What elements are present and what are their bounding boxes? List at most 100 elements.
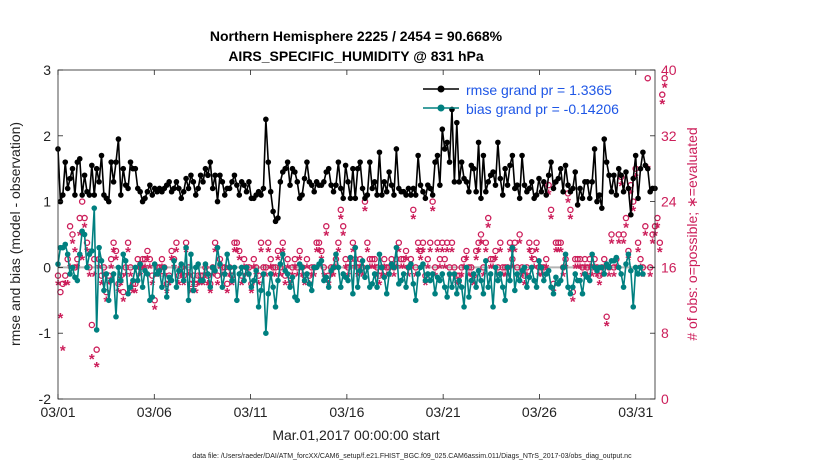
rmse-point [466,188,472,195]
obs-evaluated-point: * [473,252,479,269]
obs-evaluated-point: * [369,260,375,277]
bias-point [635,271,641,277]
rmse-point [565,182,571,188]
obs-evaluated-point: * [285,260,291,277]
bias-point [446,271,453,277]
obs-evaluated-point: * [176,277,182,294]
bias-point [475,267,482,274]
rmse-point [137,188,143,195]
rmse-point [294,179,301,185]
rmse-point [364,192,371,198]
rmse-point [550,185,557,192]
obs-evaluated-point: * [227,269,233,286]
bias-point [159,284,165,290]
bias-point [267,271,274,277]
obs-evaluated-point: * [662,79,668,96]
obs-evaluated-point: * [594,269,600,286]
x-tick-label: 03/26 [522,404,557,420]
rmse-point [458,159,465,165]
rmse-point [98,152,105,159]
legend-rmse-label: rmse grand pr = 1.3365 [466,82,612,98]
bias-point [217,261,223,267]
rmse-point [354,165,361,172]
bias-point [275,277,281,284]
bias-point [480,290,487,297]
bias-point [548,284,554,290]
obs-evaluated-point: * [372,260,378,277]
rmse-point [637,165,644,172]
bias-point [485,284,492,290]
obs-evaluated-point: * [415,244,421,261]
obs-evaluated-point: * [106,277,112,294]
obs-evaluated-point: * [335,244,341,261]
rmse-point [190,179,197,185]
bias-point [524,284,530,290]
rmse-point [267,188,274,195]
bias-point [463,264,470,271]
obs-evaluated-point: * [57,310,63,327]
obs-evaluated-point: * [145,252,151,269]
bias-point [441,284,448,290]
rmse-point [321,179,327,185]
rmse-point [391,192,397,198]
obs-evaluated-point: * [570,293,576,310]
obs-evaluated-point: * [606,269,612,286]
obs-evaluated-point: * [507,244,513,261]
obs-evaluated-point: * [210,269,216,286]
rmse-point [284,159,291,165]
rmse-point [504,182,511,188]
bias-point [589,251,595,258]
obs-evaluated-point: * [236,252,242,269]
obs-possible-point [429,198,436,205]
bias-point [541,277,547,284]
obs-evaluated-point: * [219,269,225,286]
axis-layer: -2 -1 0 1 2 3 0 8 16 24 32 40 03/01 03/06 03/11 03/16 03… [39,62,677,420]
obs-evaluated-point: * [338,211,344,228]
obs-possible-point [107,255,115,263]
obs-possible-point [320,264,328,271]
bias-point [630,304,637,310]
rmse-point [608,188,615,195]
bias-point [163,294,170,300]
obs-evaluated-point: * [519,269,525,286]
bias-point [550,290,557,297]
bias-point [473,284,479,290]
obs-possible-point [417,247,424,255]
bias-point [499,284,506,290]
obs-evaluated-point: * [560,269,566,286]
obs-evaluated-point: * [480,269,486,286]
rmse-point [277,179,284,185]
obs-evaluated-point: * [483,244,489,261]
obs-possible-point [656,239,664,246]
obs-possible-point [240,255,248,263]
bias-point [144,271,151,277]
bias-point [502,297,508,304]
bias-point [495,277,501,284]
bias-point [188,251,194,258]
rmse-point [304,159,310,165]
obs-evaluated-point: * [350,244,356,261]
rmse-point [386,169,392,175]
obs-possible-point [574,255,581,263]
obs-evaluated-point: * [118,277,124,294]
obs-possible-point [424,255,432,263]
bias-point [526,274,533,281]
bias-point [74,277,81,284]
obs-evaluated-point: * [72,244,78,261]
bias-point [101,287,107,294]
obs-evaluated-point: * [572,260,578,277]
bias-point [514,271,521,277]
obs-evaluated-point: * [630,203,636,220]
obs-evaluated-point: * [352,260,358,277]
bias-point [521,264,528,271]
obs-evaluated-point: * [650,236,656,253]
obs-possible-point [608,231,615,238]
bias-point [258,287,264,294]
bias-point [229,277,235,284]
rmse-point [618,172,624,179]
obs-possible-point [296,247,303,255]
obs-evaluated-point: * [193,285,199,302]
obs-evaluated-point: * [367,260,373,277]
bias-point [105,297,112,304]
obs-evaluated-point: * [642,228,648,245]
